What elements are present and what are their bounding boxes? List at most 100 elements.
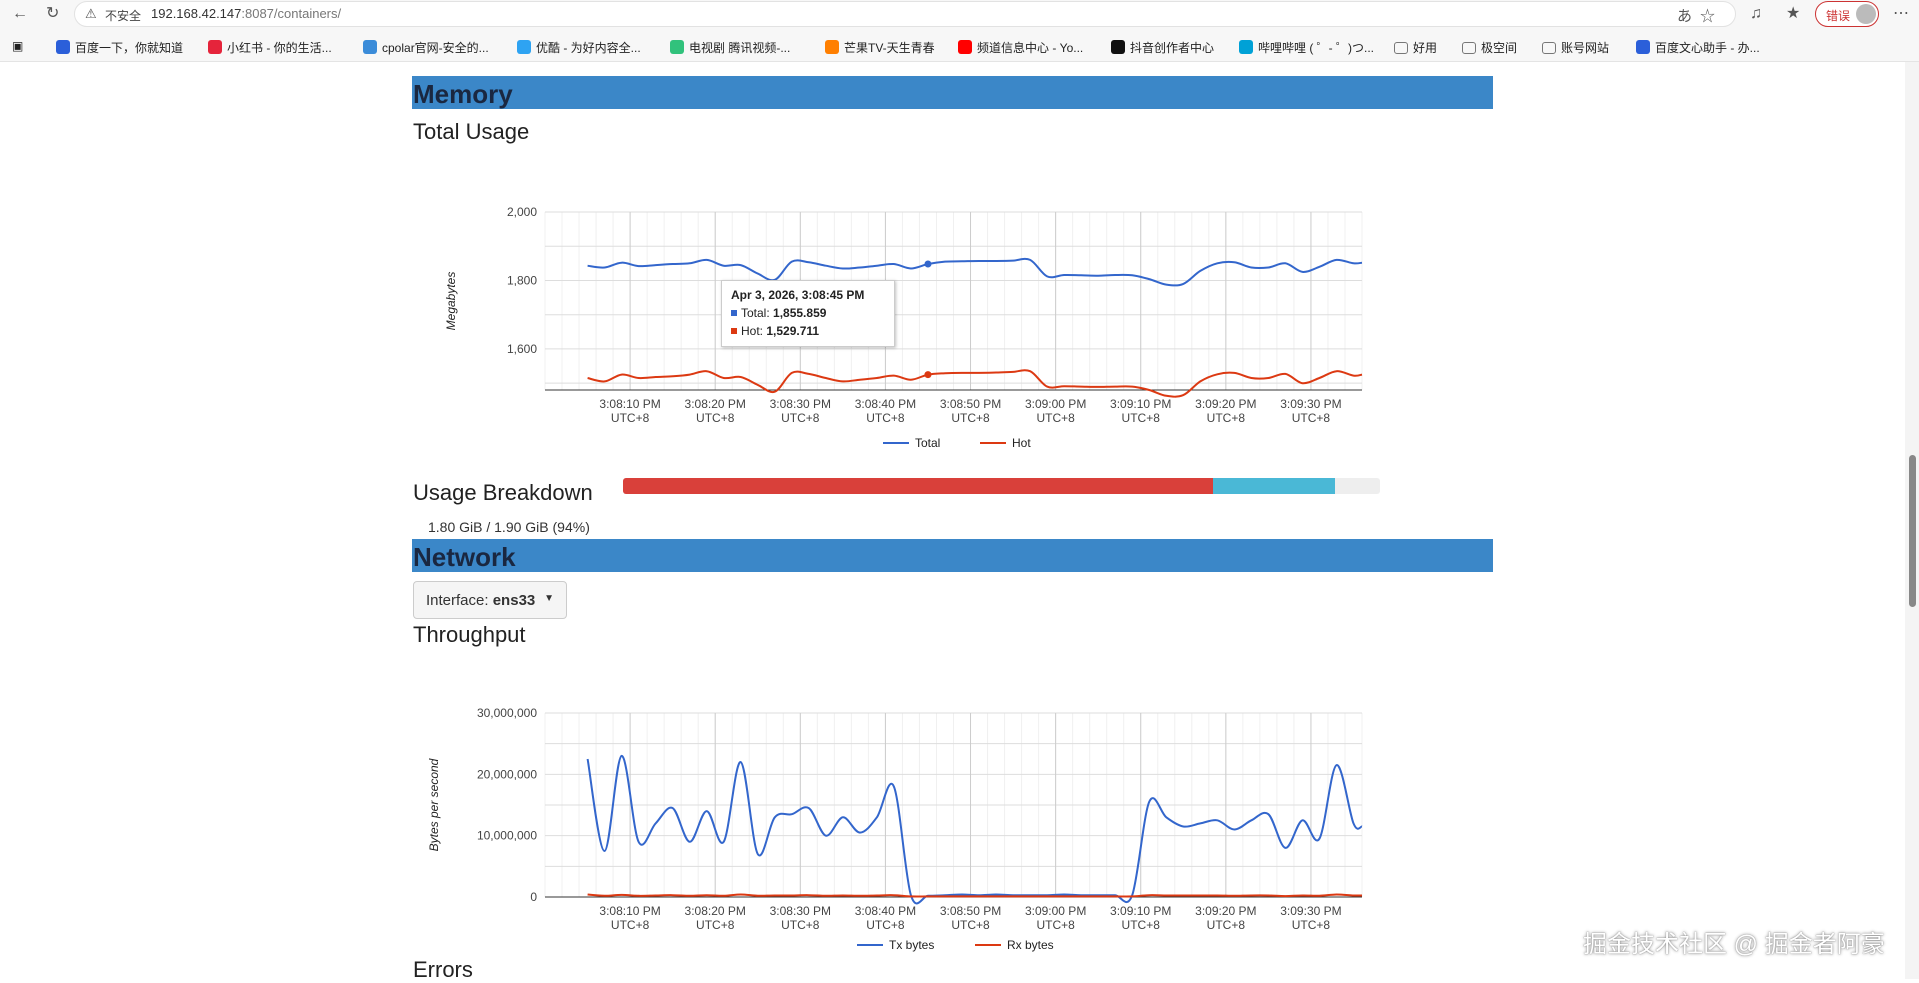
tooltip-label: Total: <box>741 306 770 320</box>
memory-section-title: Memory <box>413 79 513 109</box>
warning-icon: ⚠ <box>85 6 97 21</box>
interface-dropdown[interactable]: Interface: ens33 ▼ <box>413 581 567 619</box>
reload-icon[interactable]: ↻ <box>46 5 60 22</box>
favorites-icon[interactable]: ★ <box>1786 5 1801 22</box>
bookmark-label: 小红书 - 你的生活... <box>227 41 332 55</box>
insecure-label: 不安全 <box>105 9 142 23</box>
bookmark-item[interactable]: cpolar官网-安全的... <box>363 39 489 56</box>
x-tick-sublabel: UTC+8 <box>1292 411 1331 425</box>
x-tick-sublabel: UTC+8 <box>1292 918 1331 932</box>
x-tick-sublabel: UTC+8 <box>1207 918 1246 932</box>
bookmark-favicon-icon <box>1636 40 1650 54</box>
x-tick-sublabel: UTC+8 <box>1036 411 1075 425</box>
bookmark-label: 优酷 - 为好内容全... <box>536 41 641 55</box>
x-tick-sublabel: UTC+8 <box>951 411 990 425</box>
series-line-rx-bytes <box>587 893 1363 898</box>
bookmark-item[interactable]: 频道信息中心 - Yo... <box>958 39 1083 56</box>
network-section-title: Network <box>413 542 516 572</box>
back-icon[interactable]: ← <box>12 5 28 22</box>
x-tick-label: 3:09:10 PM <box>1110 904 1171 918</box>
x-tick-label: 3:08:30 PM <box>770 397 831 411</box>
breakdown-hot-segment <box>623 478 1214 494</box>
bookmark-item[interactable]: 抖音创作者中心 <box>1111 39 1214 56</box>
x-tick-label: 3:08:20 PM <box>685 397 746 411</box>
interface-label: Interface: ens33 <box>426 592 535 609</box>
profile-error-button[interactable]: 错误 <box>1815 1 1879 27</box>
x-tick-label: 3:08:40 PM <box>855 397 916 411</box>
x-tick-label: 3:08:20 PM <box>685 904 746 918</box>
caret-down-icon: ▼ <box>544 593 554 604</box>
tooltip-time: Apr 3, 2026, 3:08:45 PM <box>731 288 865 302</box>
bookmark-item[interactable]: 哔哩哔哩 ( ゜- ゜)つ... <box>1239 39 1374 56</box>
bookmark-item[interactable]: 百度文心助手 - 办... <box>1636 39 1760 56</box>
x-tick-sublabel: UTC+8 <box>866 918 905 932</box>
y-tick-label: 1,600 <box>507 342 537 356</box>
bookmark-item[interactable]: 芒果TV-天生青春 <box>825 39 935 56</box>
y-axis-label: Bytes per second <box>427 758 441 851</box>
network-section-header: Network <box>412 539 1493 572</box>
x-tick-label: 3:09:30 PM <box>1280 397 1341 411</box>
memory-section-header: Memory <box>412 76 1493 109</box>
x-tick-label: 3:09:20 PM <box>1195 904 1256 918</box>
folder-icon <box>1542 42 1556 54</box>
x-tick-sublabel: UTC+8 <box>781 918 820 932</box>
bookmark-folder[interactable]: 好用 <box>1394 39 1437 56</box>
throughput-title: Throughput <box>413 622 526 647</box>
bookmark-item[interactable]: 电视剧 腾讯视频-... <box>670 39 790 56</box>
bookmark-favicon-icon <box>56 40 70 54</box>
reading-mode-icon[interactable]: ♫ <box>1750 5 1762 22</box>
bookmark-favicon-icon <box>363 40 377 54</box>
bookmark-favicon-icon <box>1111 40 1125 54</box>
bookmark-label: 极空间 <box>1481 41 1518 55</box>
y-tick-label: 0 <box>530 890 537 904</box>
x-tick-label: 3:09:00 PM <box>1025 397 1086 411</box>
usage-breakdown-text: 1.80 GiB / 1.90 GiB (94%) <box>428 519 590 535</box>
url-host: 192.168.42.147 <box>151 6 242 21</box>
bookmark-item[interactable]: 优酷 - 为好内容全... <box>517 39 641 56</box>
more-menu-icon[interactable]: ⋯ <box>1893 5 1909 22</box>
usage-breakdown-bar <box>623 478 1380 494</box>
x-tick-sublabel: UTC+8 <box>611 918 650 932</box>
scrollbar-thumb[interactable] <box>1909 455 1916 607</box>
bookmark-favicon-icon <box>517 40 531 54</box>
bookmark-favicon-icon <box>670 40 684 54</box>
x-tick-sublabel: UTC+8 <box>781 411 820 425</box>
y-tick-label: 30,000,000 <box>477 706 537 720</box>
translate-icon[interactable]: あ <box>1676 8 1700 25</box>
scrollbar[interactable] <box>1905 62 1919 979</box>
y-tick-label: 10,000,000 <box>477 829 537 843</box>
x-tick-label: 3:08:40 PM <box>855 904 916 918</box>
star-icon[interactable]: ☆ <box>1699 8 1723 25</box>
hover-point <box>924 371 932 379</box>
y-axis-label: Megabytes <box>444 272 458 331</box>
y-tick-label: 2,000 <box>507 205 537 219</box>
bookmark-label: 账号网站 <box>1561 41 1610 55</box>
x-tick-label: 3:08:30 PM <box>770 904 831 918</box>
x-tick-sublabel: UTC+8 <box>1122 411 1161 425</box>
address-bar[interactable]: ⚠ 不安全 192.168.42.147:8087/containers/ あ☆ <box>74 1 1736 27</box>
hover-point <box>924 260 932 268</box>
errors-title: Errors <box>413 957 473 982</box>
bookmark-folder[interactable]: 账号网站 <box>1542 39 1609 56</box>
x-tick-label: 3:09:10 PM <box>1110 397 1171 411</box>
series-line-tx-bytes <box>586 754 1363 905</box>
bookmark-item[interactable]: 百度一下，你就知道 <box>56 39 183 56</box>
x-tick-label: 3:08:10 PM <box>599 904 660 918</box>
x-tick-label: 3:08:10 PM <box>599 397 660 411</box>
x-tick-label: 3:09:30 PM <box>1280 904 1341 918</box>
bookmark-item[interactable]: 小红书 - 你的生活... <box>208 39 332 56</box>
usage-breakdown-title: Usage Breakdown <box>413 480 593 505</box>
tooltip-value: 1,529.711 <box>766 324 820 338</box>
legend-label: Total <box>915 436 940 450</box>
bookmark-label: 芒果TV-天生青春 <box>844 41 935 55</box>
tooltip-swatch <box>731 310 737 316</box>
x-tick-sublabel: UTC+8 <box>1036 918 1075 932</box>
url-text[interactable]: 192.168.42.147:8087/containers/ <box>151 6 341 21</box>
chart-tooltip: Apr 3, 2026, 3:08:45 PM Total: 1,855.859… <box>721 280 895 347</box>
bookmark-favicon-icon <box>958 40 972 54</box>
sidebar-toggle-icon[interactable]: ▣ <box>12 39 24 53</box>
x-tick-sublabel: UTC+8 <box>696 918 735 932</box>
bookmark-folder[interactable]: 极空间 <box>1462 39 1517 56</box>
bookmark-favicon-icon <box>208 40 222 54</box>
address-bar-actions: あ☆ <box>1677 5 1723 26</box>
